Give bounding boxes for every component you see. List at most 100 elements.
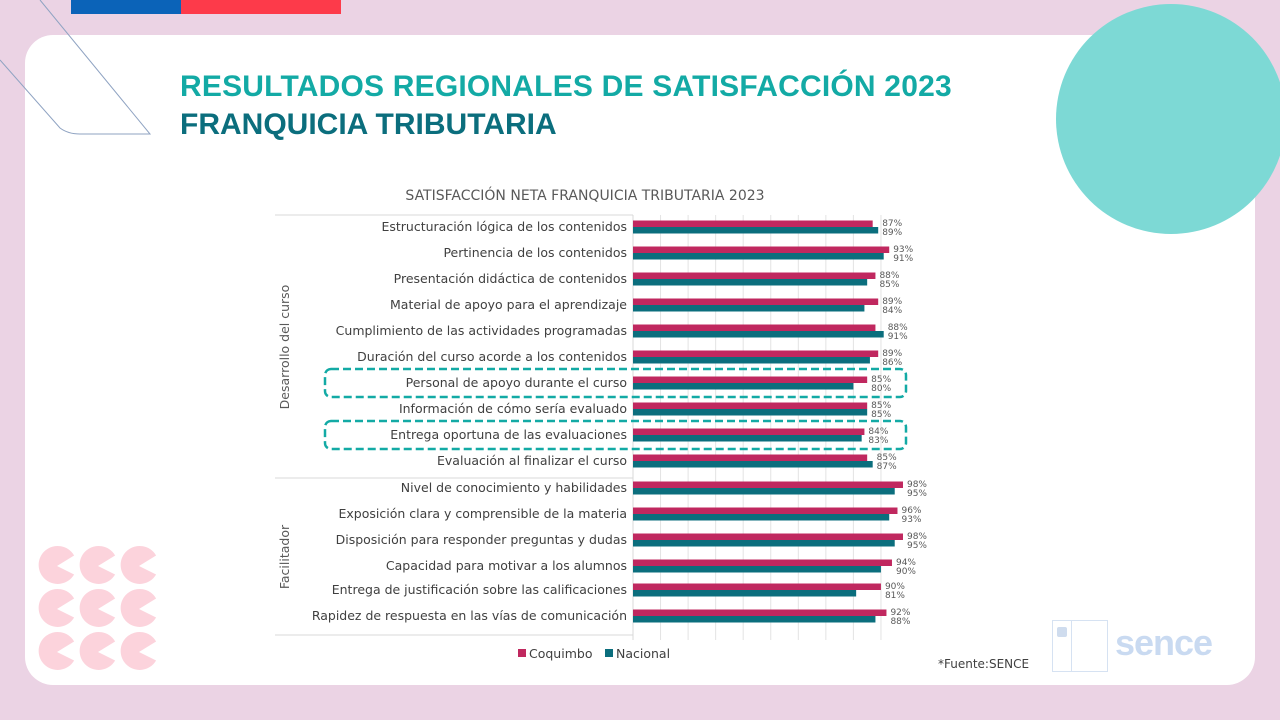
pattern-shape: [38, 588, 75, 627]
category-label: Rapidez de respuesta en las vías de comu…: [312, 608, 627, 623]
category-frame: [275, 214, 634, 640]
bar-nacional: [633, 279, 868, 286]
data-label-nacional: 88%: [890, 617, 910, 627]
bar-coquimbo: [633, 609, 887, 616]
data-label-nacional: 83%: [868, 436, 888, 446]
bar-coquimbo: [633, 324, 876, 331]
category-label: Disposición para responder preguntas y d…: [336, 532, 627, 547]
bar-coquimbo: [633, 246, 890, 253]
page-title: RESULTADOS REGIONALES DE SATISFACCIÓN 20…: [180, 70, 952, 103]
data-label-coquimbo: 96%: [901, 506, 921, 516]
legend-swatch-nacional: [605, 649, 613, 657]
data-label-coquimbo: 87%: [882, 219, 902, 229]
decorative-circle: [1056, 4, 1280, 234]
data-label-coquimbo: 85%: [871, 375, 891, 385]
category-label: Entrega de justificación sobre las calif…: [332, 582, 627, 597]
bar-nacional: [633, 253, 884, 260]
category-label: Pertinencia de los contenidos: [443, 245, 627, 260]
bar-coquimbo: [633, 298, 879, 305]
bar-nacional: [633, 357, 870, 364]
data-label-coquimbo: 94%: [896, 558, 916, 568]
legend-swatch-coquimbo: [518, 649, 526, 657]
bar-nacional: [633, 409, 868, 416]
bar-nacional: [633, 514, 890, 521]
bar-nacional: [633, 616, 876, 623]
data-label-nacional: 95%: [907, 541, 927, 551]
group-label: Facilitador: [277, 524, 292, 589]
category-label: Personal de apoyo durante el curso: [406, 375, 627, 390]
data-label-coquimbo: 89%: [882, 349, 902, 359]
decorative-pattern: [38, 545, 157, 670]
crest-icon: [1057, 627, 1067, 637]
data-label-nacional: 80%: [871, 384, 891, 394]
ministry-logo: [1052, 620, 1108, 672]
bar-coquimbo: [633, 507, 898, 514]
data-label-coquimbo: 92%: [890, 608, 910, 618]
category-label: Cumplimiento de las actividades programa…: [336, 323, 627, 338]
legend: Coquimbo Nacional: [518, 646, 670, 661]
bar-coquimbo: [633, 402, 868, 409]
legend-label-nacional: Nacional: [616, 646, 670, 661]
bar-coquimbo: [633, 454, 868, 461]
bar-nacional: [633, 461, 873, 468]
data-label-nacional: 95%: [907, 489, 927, 499]
category-label: Entrega oportuna de las evaluaciones: [390, 427, 627, 442]
data-label-coquimbo: 98%: [907, 480, 927, 490]
bar-nacional: [633, 331, 884, 338]
bar-nacional: [633, 488, 895, 495]
category-label: Evaluación al finalizar el curso: [437, 453, 627, 468]
data-label-nacional: 86%: [882, 358, 902, 368]
pattern-shape: [79, 588, 116, 627]
data-label-coquimbo: 85%: [871, 401, 891, 411]
group-labels: Desarrollo del curso Facilitador: [277, 285, 292, 589]
data-label-nacional: 91%: [893, 254, 913, 264]
bar-coquimbo: [633, 272, 876, 279]
highlight-box: [323, 419, 908, 451]
data-label-coquimbo: 85%: [877, 453, 897, 463]
logo-divider: [1071, 621, 1072, 671]
page-subtitle: FRANQUICIA TRIBUTARIA: [180, 108, 557, 141]
data-label-nacional: 85%: [871, 410, 891, 420]
flag-stripe-blue: [71, 0, 181, 14]
bar-coquimbo: [633, 533, 903, 540]
highlight-box: [323, 367, 908, 399]
data-label-coquimbo: 98%: [907, 532, 927, 542]
bars: [633, 220, 903, 623]
pattern-shape: [120, 545, 157, 584]
bar-nacional: [633, 435, 862, 442]
category-label: Presentación didáctica de contenidos: [394, 271, 627, 286]
category-label: Material de apoyo para el aprendizaje: [390, 297, 627, 312]
source-note: *Fuente:SENCE: [938, 657, 1030, 671]
pattern-shape: [120, 631, 157, 670]
data-label-coquimbo: 93%: [893, 245, 913, 255]
bar-coquimbo: [633, 350, 879, 357]
bar-nacional: [633, 566, 881, 573]
category-labels: Estructuración lógica de los contenidos P…: [312, 219, 627, 623]
bar-coquimbo: [633, 428, 865, 435]
data-label-coquimbo: 84%: [868, 427, 888, 437]
category-label: Duración del curso acorde a los contenid…: [357, 349, 627, 364]
data-label-coquimbo: 88%: [879, 271, 899, 281]
data-label-nacional: 91%: [888, 332, 908, 342]
sence-logo: sence: [1115, 622, 1213, 663]
group-label: Desarrollo del curso: [277, 285, 292, 410]
data-label-nacional: 81%: [885, 591, 905, 601]
chart-title: SATISFACCIÓN NETA FRANQUICIA TRIBUTARIA …: [405, 186, 764, 204]
pattern-shape: [120, 588, 157, 627]
pattern-shape: [38, 631, 75, 670]
highlight-boxes: [323, 367, 908, 451]
data-label-nacional: 84%: [882, 306, 902, 316]
bar-coquimbo: [633, 220, 873, 227]
decorative-line-shape: [0, 0, 152, 135]
category-label: Estructuración lógica de los contenidos: [381, 219, 627, 234]
data-label-coquimbo: 89%: [882, 297, 902, 307]
bar-nacional: [633, 590, 857, 597]
legend-label-coquimbo: Coquimbo: [529, 646, 592, 661]
bar-nacional: [633, 227, 879, 234]
data-label-nacional: 90%: [896, 567, 916, 577]
bar-coquimbo: [633, 376, 868, 383]
bar-coquimbo: [633, 481, 903, 488]
data-label-nacional: 85%: [879, 280, 899, 290]
category-label: Exposición clara y comprensible de la ma…: [339, 506, 627, 521]
